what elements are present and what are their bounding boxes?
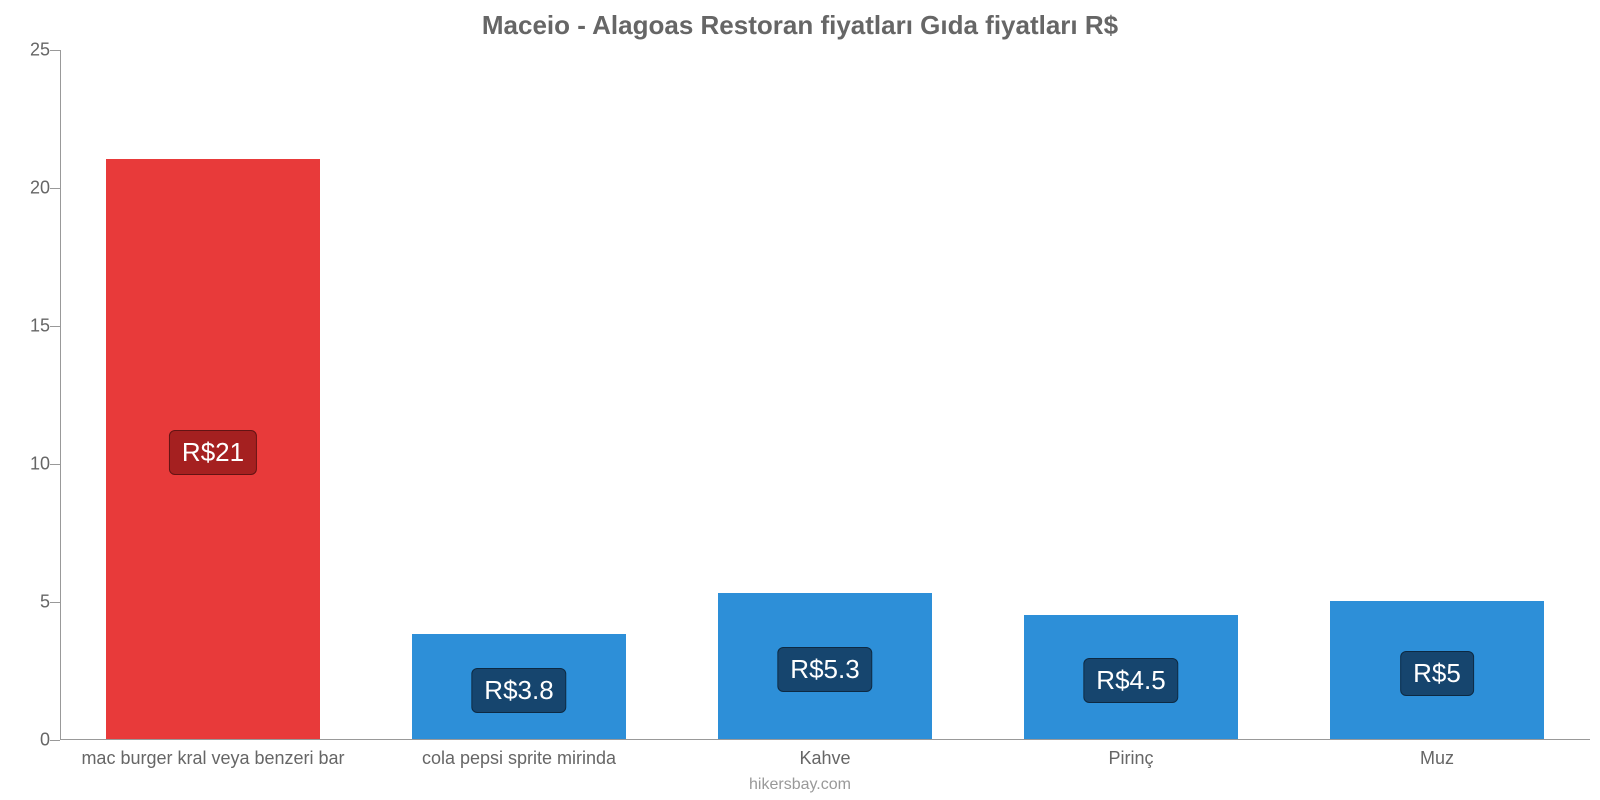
x-tick-label: mac burger kral veya benzeri bar — [81, 748, 344, 769]
y-tick — [50, 740, 60, 741]
y-tick-label: 5 — [0, 592, 50, 613]
price-chart: Maceio - Alagoas Restoran fiyatları Gıda… — [0, 0, 1600, 800]
x-tick-label: Muz — [1420, 748, 1454, 769]
y-axis-line — [60, 50, 61, 740]
bar-value-label: R$4.5 — [1083, 658, 1178, 703]
chart-footer: hikersbay.com — [0, 776, 1600, 794]
y-tick — [50, 602, 60, 603]
y-tick — [50, 326, 60, 327]
y-tick-label: 0 — [0, 730, 50, 751]
chart-title: Maceio - Alagoas Restoran fiyatları Gıda… — [0, 10, 1600, 41]
plot-area: 0510152025R$21mac burger kral veya benze… — [60, 50, 1590, 740]
y-tick — [50, 188, 60, 189]
x-tick-label: cola pepsi sprite mirinda — [422, 748, 616, 769]
y-tick-label: 10 — [0, 454, 50, 475]
x-axis-line — [60, 739, 1590, 740]
x-tick-label: Kahve — [799, 748, 850, 769]
y-tick — [50, 50, 60, 51]
bar-value-label: R$5.3 — [777, 647, 872, 692]
y-tick — [50, 464, 60, 465]
bar-value-label: R$21 — [169, 430, 257, 475]
bar-value-label: R$3.8 — [471, 668, 566, 713]
x-tick-label: Pirinç — [1108, 748, 1153, 769]
bar-value-label: R$5 — [1400, 651, 1474, 696]
y-tick-label: 15 — [0, 316, 50, 337]
y-tick-label: 20 — [0, 178, 50, 199]
y-tick-label: 25 — [0, 40, 50, 61]
